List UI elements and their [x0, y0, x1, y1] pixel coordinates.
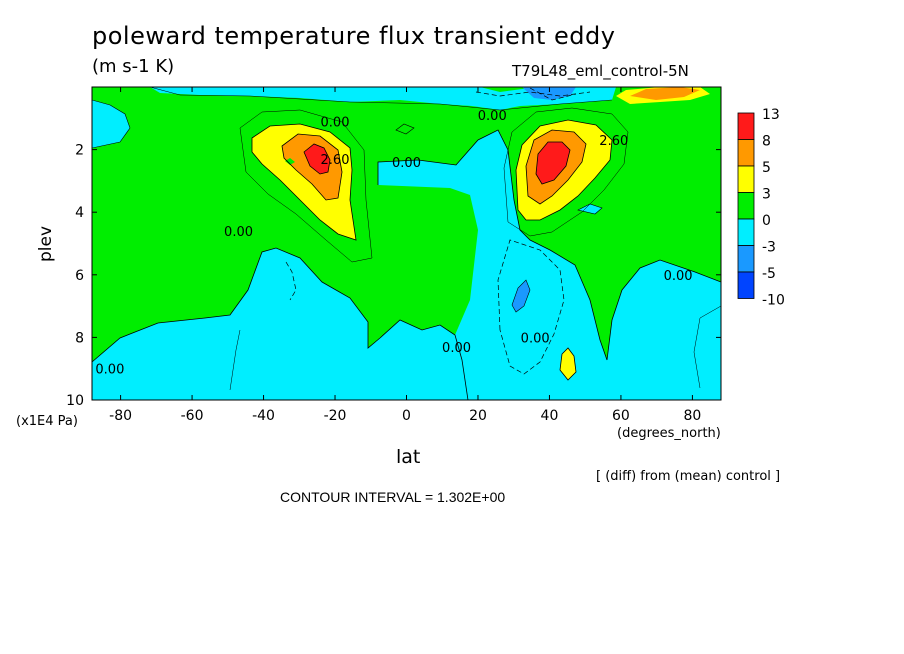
x-tick-label: -40 [252, 408, 275, 424]
field-blue-mid [512, 280, 530, 312]
x-tick-label: 40 [541, 408, 559, 424]
y-tick-label: 6 [75, 268, 84, 284]
colorbar: 13 8 5 3 0 -3 -5 -10 [737, 107, 785, 309]
colorbar-label: 3 [762, 187, 771, 203]
contour-label: 0.00 [224, 225, 253, 240]
x-tick-label: -60 [181, 408, 204, 424]
plot-area [92, 87, 721, 400]
field-cyan-sh-upper [92, 100, 130, 148]
run-id: T79L48_eml_control-5N [512, 62, 689, 80]
y-axis-label: plev [36, 225, 56, 262]
x-tick-label: 20 [469, 408, 487, 424]
field-orange-top [630, 87, 700, 100]
colorbar-label: -10 [762, 293, 785, 309]
field-cyan-top [150, 87, 616, 110]
y-tick-label: 10 [66, 393, 84, 409]
colorbar-swatch [737, 139, 755, 167]
field-cyan-equator [378, 130, 721, 400]
y-tick-label: 4 [75, 205, 84, 221]
contour-label: 0.00 [521, 331, 550, 346]
y-axis: 2 4 6 8 10 [66, 143, 721, 409]
x-axis-label: lat [396, 446, 421, 468]
contour-labels: 0.00 0.00 2.60 0.00 2.60 0.00 0.00 0.00 0.00 0.00 [95, 109, 692, 378]
x-axis: -80 -60 -40 -20 0 20 40 60 80 [109, 87, 701, 424]
field-cyan-sh-lower [92, 248, 468, 400]
contour-label: 0.00 [664, 269, 693, 284]
field-red-sh [304, 144, 330, 174]
contour-lines-dashed [285, 87, 591, 375]
colorbar-label: 8 [762, 134, 771, 150]
y-axis-unit: (x1E4 Pa) [16, 414, 78, 429]
colorbar-swatch [737, 271, 755, 299]
colorbar-label: -5 [762, 266, 776, 282]
x-tick-label: 60 [612, 408, 630, 424]
chart-title: poleward temperature flux transient eddy [92, 22, 616, 50]
field-red-nh [536, 142, 570, 184]
field-yellow-nh-low [560, 348, 576, 380]
chart-units: (m s-1 K) [92, 56, 175, 77]
contour-lines [92, 87, 721, 400]
y-tick-label: 2 [75, 143, 84, 159]
colorbar-label: 13 [762, 107, 780, 123]
contour-label: 2.60 [321, 153, 350, 168]
contour-label: 0.00 [442, 341, 471, 356]
colorbar-swatch [737, 192, 755, 220]
diff-note: [ (diff) from (mean) control ] [596, 469, 781, 484]
colorbar-label: -3 [762, 240, 776, 256]
colorbar-swatch [737, 218, 755, 246]
contour-label: 0.00 [321, 115, 350, 130]
contour-label: 0.00 [392, 156, 421, 171]
x-tick-label: -20 [324, 408, 347, 424]
colorbar-label: 5 [762, 160, 771, 176]
field-blue-top [522, 87, 576, 100]
y-tick-label: 8 [75, 330, 84, 346]
contour-label: 0.00 [478, 109, 507, 124]
colorbar-label: 0 [762, 213, 771, 229]
x-tick-label: 80 [683, 408, 701, 424]
x-axis-unit: (degrees_north) [617, 426, 721, 441]
contour-interval: CONTOUR INTERVAL = 1.302E+00 [280, 489, 506, 505]
x-tick-label: 0 [402, 408, 411, 424]
colorbar-swatch [737, 165, 755, 193]
x-tick-label: -80 [109, 408, 132, 424]
contour-label: 0.00 [95, 363, 124, 378]
field-cyan-small [578, 204, 602, 214]
contour-label: 2.60 [599, 134, 628, 149]
colorbar-swatch [737, 245, 755, 273]
field-green-dot [285, 158, 295, 165]
colorbar-swatch [737, 112, 755, 140]
